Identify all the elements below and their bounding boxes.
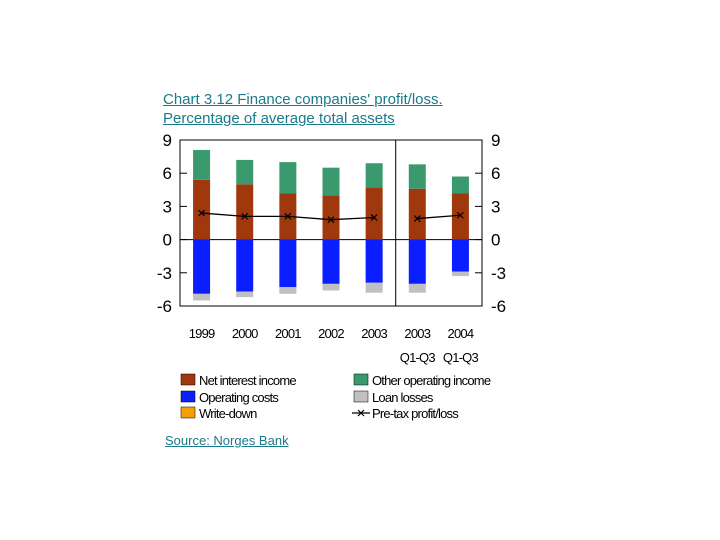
x-tick-label: 2003 [404,326,430,341]
x-tick-label: 2001 [275,326,301,341]
pre-tax-marker [284,212,292,220]
x-tick-label: 2002 [318,326,344,341]
bar-net-interest-income [236,184,254,240]
legend-swatch [353,390,369,403]
y-tick-label-left: 3 [163,197,172,216]
y-tick-label-left: 6 [163,164,172,183]
legend-marker [357,409,365,417]
y-tick-label-right: 3 [491,197,500,216]
chart-title-line1: Chart 3.12 Finance companies' profit/los… [163,91,443,108]
legend-swatch [353,373,369,386]
y-tick-label-left: 0 [163,231,172,250]
x-tick-label: 2004 [448,326,474,341]
bar-loan-losses [236,291,254,298]
legend-swatch [180,406,196,419]
bar-operating-costs [279,239,297,288]
bar-operating-costs [236,239,254,292]
bar-net-interest-income [365,187,383,240]
chart-title: Chart 3.12 Finance companies' profit/los… [163,90,443,128]
y-tick-label-left: -6 [157,297,172,316]
bar-loan-losses [408,283,426,293]
bar-net-interest-income [193,179,211,240]
x-tick-label: 1999 [189,326,215,341]
bar-net-interest-income [408,188,426,240]
y-tick-label-left: 9 [163,131,172,150]
bar-net-interest-income [322,195,340,240]
bar-other-operating-income [279,162,297,194]
x-tick-sublabel: Q1-Q3 [400,350,436,365]
plot-frame [179,139,483,307]
x-tick-sublabel: Q1-Q3 [443,350,479,365]
pre-tax-marker [370,214,378,221]
bar-loan-losses [322,283,340,291]
bar-operating-costs [451,239,469,272]
x-tick-label: 2003 [361,326,387,341]
bar-loan-losses [193,293,211,301]
pre-tax-marker [241,212,249,220]
bar-other-operating-income [365,163,383,188]
line-pre-tax-profit-q [417,214,461,220]
bar-other-operating-income [236,159,254,185]
chart-title-line2: Percentage of average total assets [163,110,395,127]
bar-loan-losses [279,287,297,294]
bar-other-operating-income [322,167,340,196]
bar-loan-losses [451,271,469,277]
bar-loan-losses [365,282,383,293]
y-tick-label-right: 6 [491,164,500,183]
bar-other-operating-income [408,164,426,189]
bar-other-operating-income [451,176,469,194]
bar-operating-costs [408,239,426,284]
y-tick-label-left: -3 [157,264,172,283]
bar-net-interest-income [451,193,469,240]
pre-tax-marker [327,216,335,224]
bar-operating-costs [322,239,340,284]
legend-label: Loan losses [372,390,434,405]
legend-label: Other operating income [372,373,491,388]
legend-label: Write-down [199,406,257,421]
legend-label: Net interest income [199,373,296,388]
y-tick-label-right: -3 [491,264,506,283]
bar-operating-costs [365,239,383,283]
legend-swatch [180,373,196,386]
pre-tax-marker [198,209,205,217]
y-tick-label-right: 9 [491,131,500,150]
y-tick-label-right: 0 [491,231,500,250]
y-tick-label-right: -6 [491,297,506,316]
legend-swatch [180,390,196,403]
pre-tax-marker [457,211,464,219]
bar-other-operating-income [193,149,211,180]
bar-operating-costs [193,239,211,294]
x-tick-label: 2000 [232,326,258,341]
source-note: Source: Norges Bank [165,433,289,448]
pre-tax-marker [413,215,421,222]
legend-label: Pre-tax profit/loss [372,406,459,421]
legend-label: Operating costs [199,390,279,405]
